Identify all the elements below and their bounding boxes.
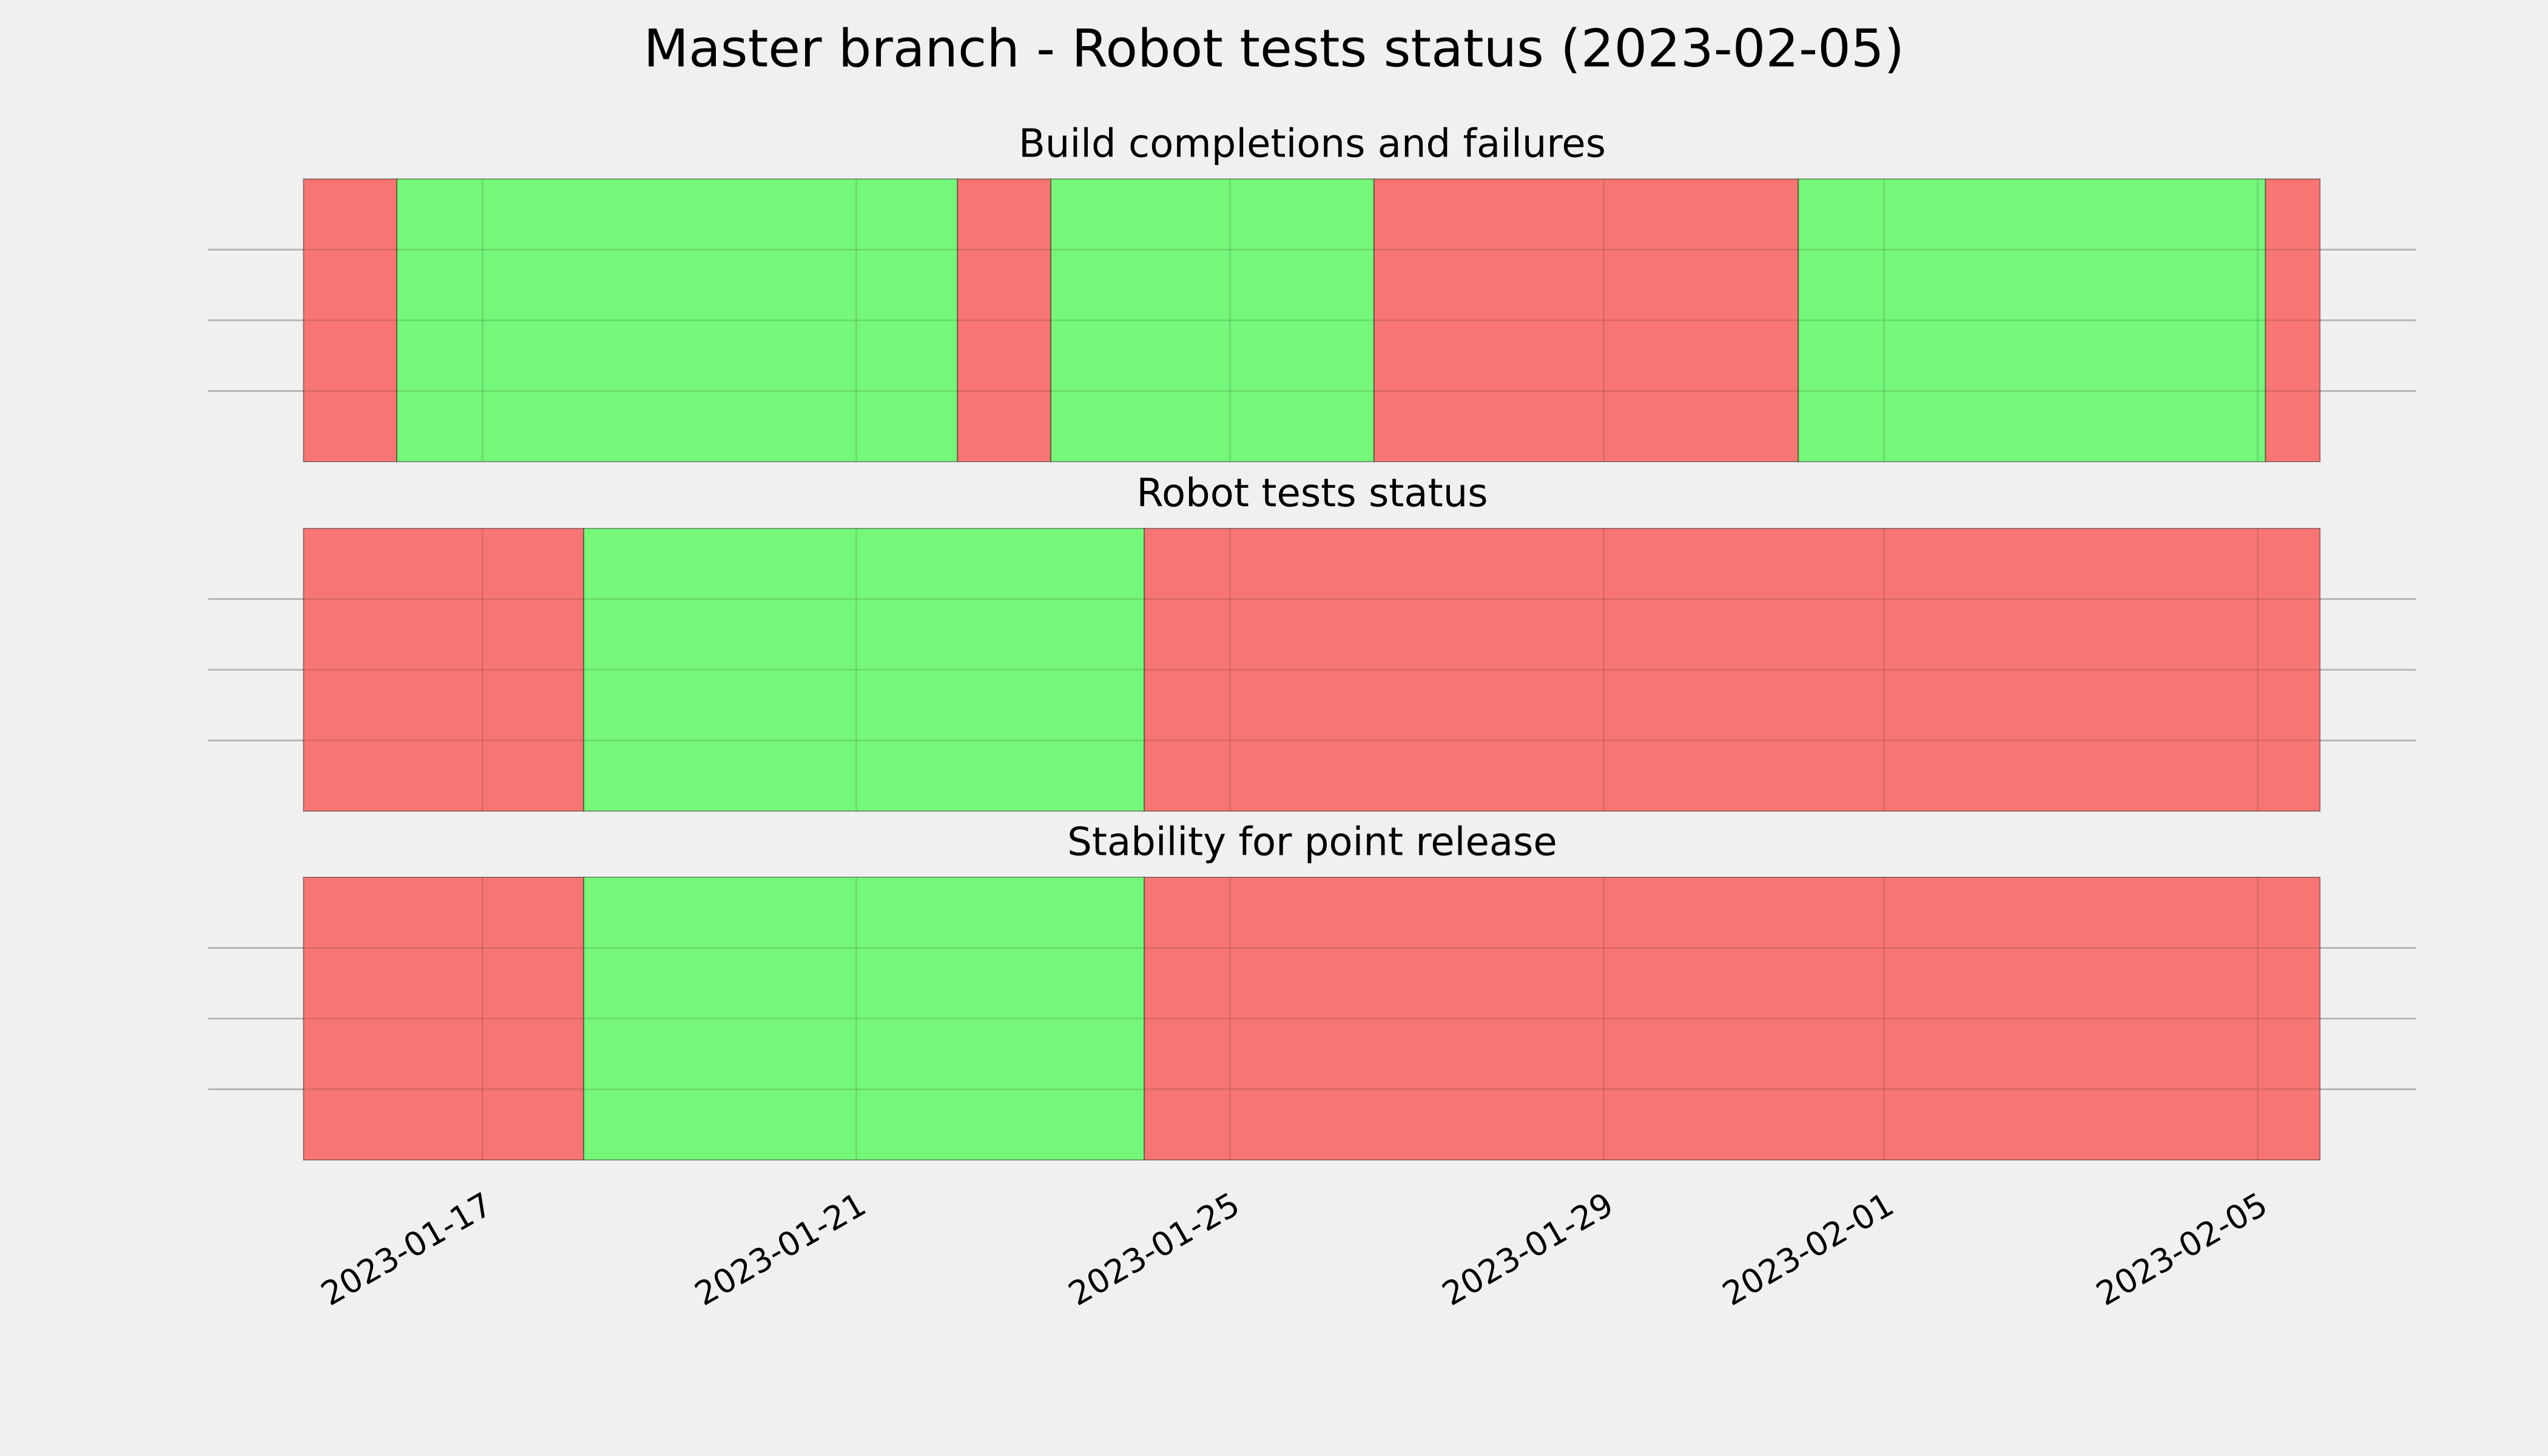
status-span [1144, 528, 2321, 812]
status-span [2265, 178, 2321, 462]
status-span [303, 877, 585, 1161]
panel-title: Robot tests status [1136, 471, 1488, 516]
status-span [303, 528, 585, 812]
status-span [396, 178, 959, 462]
chart-title: Master branch - Robot tests status (2023… [644, 18, 1904, 79]
status-span [303, 178, 398, 462]
status-span [583, 528, 1145, 812]
panel-title: Stability for point release [1067, 820, 1557, 865]
panel-title: Build completions and failures [1019, 122, 1606, 167]
status-span [583, 877, 1145, 1161]
status-span [1144, 877, 2321, 1161]
status-span [1050, 178, 1375, 462]
status-span [1798, 178, 2267, 462]
status-span [957, 178, 1052, 462]
status-span [1373, 178, 1799, 462]
